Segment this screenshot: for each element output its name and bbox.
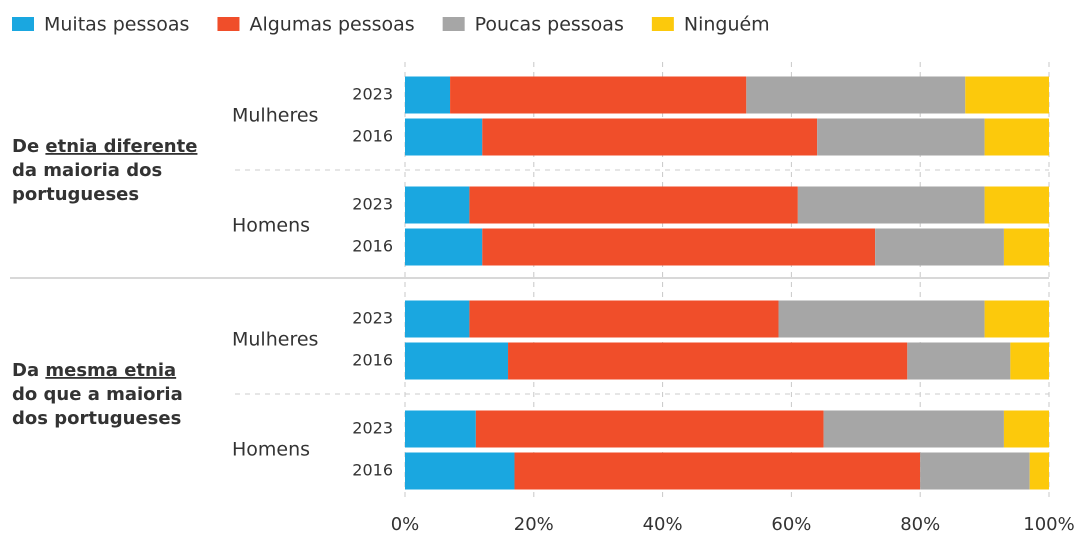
legend-swatch <box>12 17 34 31</box>
group-label: da maioria dos <box>12 160 162 181</box>
bar-segment <box>1003 410 1049 448</box>
x-tick-label: 40% <box>643 514 683 535</box>
y-tick-label: 2016 <box>352 237 393 256</box>
bar-segment <box>746 76 966 114</box>
y-tick-label: 2023 <box>352 309 393 328</box>
bar-segment <box>405 76 451 114</box>
y-tick-label: 2023 <box>352 85 393 104</box>
bar-segment <box>920 452 1030 490</box>
group-label-part: portugueses <box>12 184 139 205</box>
bar-segment <box>965 76 1049 114</box>
group-label-part: da maioria dos <box>12 160 162 181</box>
bar-segment <box>984 300 1049 338</box>
legend-swatch <box>442 17 465 31</box>
bar-segment <box>475 410 824 448</box>
legend-label: Muitas pessoas <box>44 14 189 36</box>
bar-segment <box>405 342 509 380</box>
group-label: dos portugueses <box>12 408 181 429</box>
bar-segment <box>405 300 470 338</box>
group-label-part: De <box>12 136 45 157</box>
group-label: Da mesma etnia <box>12 360 176 381</box>
group-label: do que a maioria <box>12 384 183 405</box>
subgroup-label: Homens <box>232 439 310 461</box>
bar-segment <box>875 228 1004 266</box>
group-label: portugueses <box>12 184 139 205</box>
group-label-part: dos portugueses <box>12 408 181 429</box>
y-tick-label: 2016 <box>352 127 393 146</box>
legend-label: Algumas pessoas <box>249 14 414 36</box>
bar-segment <box>405 228 483 266</box>
bar-segment <box>907 342 1011 380</box>
bar-segment <box>1010 342 1049 380</box>
x-tick-label: 20% <box>514 514 554 535</box>
group-label-part: do que a maioria <box>12 384 183 405</box>
group-label: De etnia diferente <box>12 136 197 157</box>
y-tick-label: 2016 <box>352 461 393 480</box>
legend-label: Poucas pessoas <box>475 14 624 36</box>
y-tick-label: 2023 <box>352 195 393 214</box>
bar-segment <box>469 186 798 224</box>
bar-segment <box>405 452 515 490</box>
bar-segment <box>405 410 476 448</box>
group-label-part: Da <box>12 360 45 381</box>
x-tick-label: 60% <box>771 514 811 535</box>
legend-swatch <box>217 17 240 31</box>
subgroup-label: Mulheres <box>232 329 318 351</box>
bar-segment <box>405 186 470 224</box>
bar-segment <box>405 118 483 156</box>
bar-segment <box>1029 452 1049 490</box>
bar-segment <box>450 76 747 114</box>
bar-segment <box>514 452 921 490</box>
bar-segment <box>984 186 1049 224</box>
bar-segment <box>823 410 1004 448</box>
y-tick-label: 2023 <box>352 419 393 438</box>
x-tick-label: 0% <box>391 514 420 535</box>
bar-segment <box>469 300 779 338</box>
group-label-part: etnia diferente <box>45 136 197 157</box>
x-tick-label: 100% <box>1023 514 1074 535</box>
bar-segment <box>984 118 1049 156</box>
legend-swatch <box>651 17 674 31</box>
group-label-part: mesma etnia <box>45 360 176 381</box>
legend-label: Ninguém <box>684 14 770 36</box>
x-tick-label: 80% <box>900 514 940 535</box>
bar-segment <box>778 300 985 338</box>
bar-segment <box>797 186 985 224</box>
bar-segment <box>482 228 876 266</box>
y-tick-label: 2016 <box>352 351 393 370</box>
bar-segment <box>482 118 818 156</box>
subgroup-label: Homens <box>232 215 310 237</box>
bar-segment <box>817 118 985 156</box>
bar-segment <box>508 342 908 380</box>
bar-segment <box>1003 228 1049 266</box>
subgroup-label: Mulheres <box>232 105 318 127</box>
